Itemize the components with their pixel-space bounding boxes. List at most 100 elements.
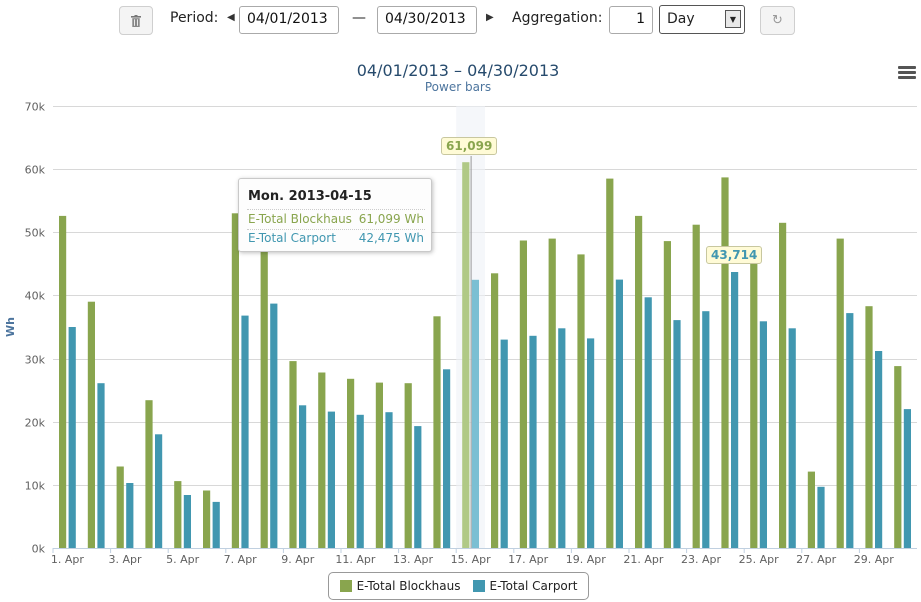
bar-carport[interactable] [97,383,105,548]
bar-carport[interactable] [615,279,623,548]
bar-blockhaus[interactable] [203,490,211,549]
bar-carport[interactable] [817,486,825,548]
aggregation-unit-select[interactable]: Day ▼ [659,5,745,34]
bar-blockhaus[interactable] [174,481,182,548]
bar-blockhaus[interactable] [318,372,326,549]
bar-blockhaus[interactable] [865,306,873,548]
chart-tooltip: Mon. 2013-04-15 E-Total Blockhaus 61,099… [238,178,432,252]
y-tick-label: 50k [25,227,46,240]
next-period-icon[interactable]: ▶ [486,12,494,23]
y-tick-label: 40k [25,290,46,303]
bar-blockhaus[interactable] [721,177,729,548]
bar-carport[interactable] [644,297,652,548]
end-date-input[interactable]: 04/30/2013 [377,6,477,34]
bar-carport[interactable] [327,411,335,548]
x-tick-label: 17. Apr [508,553,548,566]
x-tick-label: 15. Apr [451,553,491,566]
legend-item-carport[interactable]: E-Total Carport [472,579,578,593]
tooltip-date: Mon. 2013-04-15 [248,189,372,204]
bar-blockhaus[interactable] [347,378,355,548]
bar-carport[interactable] [155,434,163,548]
x-tick-label: 13. Apr [393,553,433,566]
aggregation-count-input[interactable]: 1 [609,6,653,34]
bar-blockhaus[interactable] [519,240,527,549]
bar-blockhaus[interactable] [692,224,700,548]
bar-blockhaus[interactable] [635,215,643,548]
chart-menu-icon[interactable] [898,66,916,80]
bar-blockhaus[interactable] [779,222,787,549]
bar-carport[interactable] [299,405,307,548]
x-tick-label: 11. Apr [335,553,375,566]
legend-label: E-Total Blockhaus [356,579,461,593]
bar-blockhaus[interactable] [375,382,383,548]
bar-blockhaus[interactable] [231,213,239,549]
legend-label: E-Total Carport [489,579,578,593]
bar-carport[interactable] [385,412,393,548]
bar-blockhaus[interactable] [145,400,153,548]
delete-button[interactable] [119,6,153,35]
bar-carport[interactable] [356,414,364,548]
bar-carport[interactable] [241,315,249,548]
carport-peak-label: 43,714 [706,246,763,264]
bar-carport[interactable] [673,320,681,548]
bar-blockhaus[interactable] [289,361,297,548]
y-tick-label: 30k [25,354,46,367]
bar-carport[interactable] [529,335,537,548]
bar-blockhaus[interactable] [548,238,556,548]
bar-carport[interactable] [731,272,739,548]
bar-carport[interactable] [212,501,220,548]
tooltip-series-value: 61,099 [358,212,401,226]
start-date-input[interactable]: 04/01/2013 [239,6,339,34]
bar-carport[interactable] [903,409,911,548]
bar-blockhaus[interactable] [750,257,758,549]
previous-period-icon[interactable]: ◀ [227,12,235,23]
x-tick-label: 7. Apr [224,553,257,566]
bar-blockhaus[interactable] [836,238,844,548]
chevron-down-icon[interactable]: ▼ [725,10,741,28]
bar-carport[interactable] [443,369,451,548]
bar-carport[interactable] [500,339,508,548]
date-range-dash: — [352,10,366,26]
bar-carport[interactable] [126,483,134,548]
bar-blockhaus[interactable] [577,254,585,548]
tooltip-row-blockhaus: E-Total Blockhaus 61,099 Wh [248,212,424,226]
bar-carport[interactable] [846,313,854,548]
bar-carport[interactable] [270,303,278,548]
bar-carport[interactable] [183,495,191,548]
refresh-icon: ↻ [772,13,783,28]
bar-blockhaus[interactable] [260,245,268,549]
y-tick-label: 70k [25,101,46,114]
bar-carport[interactable] [788,328,796,548]
bar-blockhaus[interactable] [87,301,95,548]
bar-blockhaus[interactable] [894,366,902,548]
bar-carport[interactable] [414,426,422,548]
blockhaus-peak-label: 61,099 [441,137,498,155]
bar-carport[interactable] [759,321,767,548]
bar-blockhaus[interactable] [116,466,124,549]
bar-blockhaus[interactable] [433,316,441,548]
legend-item-blockhaus[interactable]: E-Total Blockhaus [339,579,461,593]
bar-blockhaus[interactable] [606,178,614,548]
toolbar: Period: ◀ 04/01/2013 — 04/30/2013 ▶ Aggr… [0,0,921,40]
x-tick-label: 3. Apr [108,553,141,566]
bar-blockhaus[interactable] [462,162,470,548]
bar-blockhaus[interactable] [663,241,671,548]
bar-carport[interactable] [68,327,76,548]
bar-blockhaus[interactable] [59,215,67,548]
bar-blockhaus[interactable] [404,383,412,548]
refresh-button[interactable]: ↻ [760,6,795,35]
aggregation-label: Aggregation: [512,10,603,26]
period-label: Period: [170,10,219,26]
bar-carport[interactable] [587,338,595,548]
y-tick-label: 20k [25,417,46,430]
bar-carport[interactable] [875,351,883,548]
chart-title: 04/01/2013 – 04/30/2013 [357,61,560,80]
bar-carport[interactable] [558,328,566,548]
bar-blockhaus[interactable] [807,471,815,548]
tooltip-series-value: 42,475 [358,231,401,245]
bar-blockhaus[interactable] [491,273,499,548]
tooltip-divider [247,209,425,210]
bar-carport[interactable] [471,279,479,548]
bar-carport[interactable] [702,311,710,548]
